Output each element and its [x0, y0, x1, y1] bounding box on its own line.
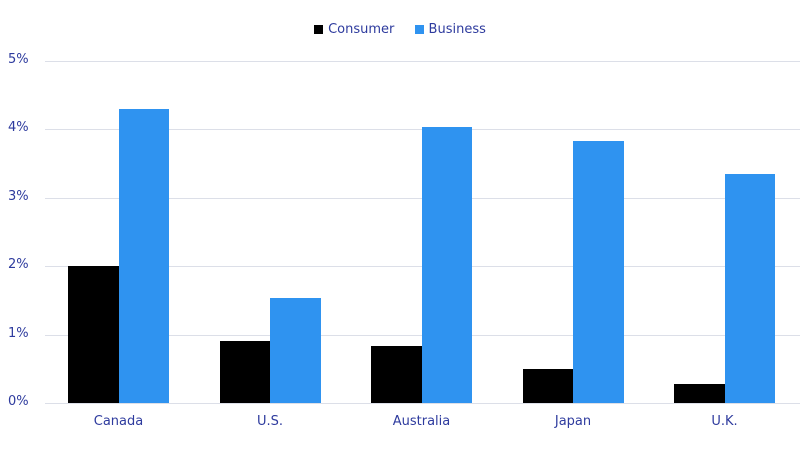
- chart-legend: Consumer Business: [0, 22, 800, 38]
- legend-swatch-consumer: [314, 25, 324, 34]
- bar-business-us: [270, 297, 321, 403]
- bar-business-uk: [724, 173, 775, 403]
- bar-consumer-japan: [522, 369, 573, 403]
- x-tick-label: U.S.: [256, 414, 284, 429]
- legend-swatch-business: [414, 25, 424, 34]
- legend-item-business: Business: [414, 22, 486, 37]
- y-tick-label: 0%: [8, 394, 29, 409]
- bar-consumer-uk: [674, 383, 725, 403]
- y-tick-label: 5%: [8, 52, 29, 67]
- plot-area: [45, 61, 800, 404]
- y-tick-label: 2%: [8, 257, 29, 273]
- gridline: [45, 61, 800, 62]
- y-tick-label: 4%: [8, 120, 29, 136]
- bar-business-canada: [118, 108, 169, 403]
- bar-business-australia: [421, 126, 472, 403]
- bar-consumer-canada: [68, 266, 119, 403]
- legend-label-consumer: Consumer: [328, 22, 395, 37]
- legend-item-consumer: Consumer: [314, 22, 394, 37]
- x-tick-label: Australia: [392, 414, 451, 429]
- x-tick-label: U.K.: [711, 414, 738, 429]
- y-tick-label: 3%: [8, 188, 29, 204]
- bar-consumer-us: [219, 341, 270, 403]
- x-tick-label: Canada: [93, 414, 144, 429]
- legend-label-business: Business: [428, 22, 486, 37]
- x-tick-label: Japan: [554, 414, 592, 429]
- bar-business-japan: [573, 141, 624, 403]
- y-tick-label: 1%: [8, 325, 29, 341]
- bar-consumer-australia: [371, 346, 422, 403]
- gridline: [45, 403, 800, 404]
